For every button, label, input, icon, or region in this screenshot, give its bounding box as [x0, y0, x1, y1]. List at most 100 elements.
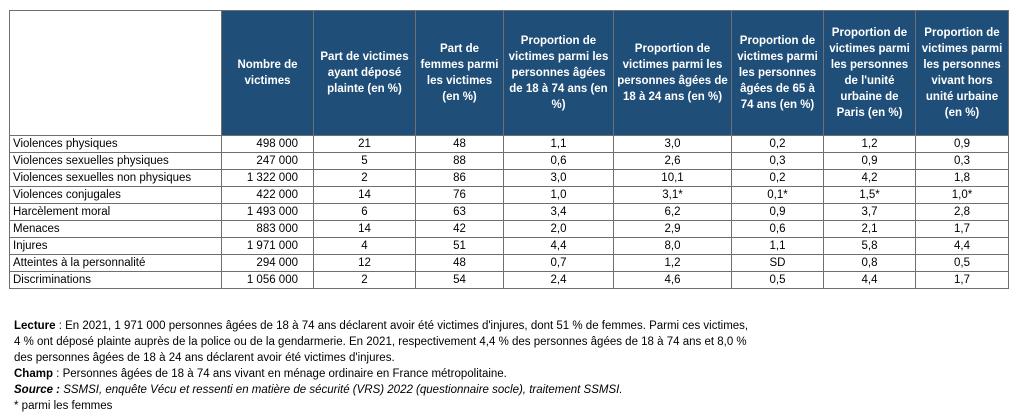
- table-cell: 1 971 000: [221, 237, 314, 255]
- column-header: Proportion de victimes parmi les personn…: [503, 10, 614, 136]
- table-cell: 14: [313, 186, 416, 204]
- table-cell: 0,7: [503, 254, 614, 272]
- table-cell: 1 493 000: [221, 203, 314, 221]
- table-cell: 4: [313, 237, 416, 255]
- table-cell: 1 322 000: [221, 169, 314, 187]
- table-cell: 2,9: [613, 220, 732, 238]
- table-cell: 1,8: [915, 169, 1009, 187]
- table-cell: 8,0: [613, 237, 732, 255]
- lecture-label: Lecture: [14, 320, 56, 332]
- table-cell: 5: [313, 152, 416, 170]
- table-cell: 63: [415, 203, 504, 221]
- row-label-cell: Harcèlement moral: [9, 203, 222, 221]
- table-cell: 1,2: [613, 254, 732, 272]
- table-cell: 4,2: [823, 169, 916, 187]
- row-label-cell: Injures: [9, 237, 222, 255]
- table-cell: 0,3: [731, 152, 824, 170]
- table-cell: SD: [731, 254, 824, 272]
- table-cell: 0,1*: [731, 186, 824, 204]
- table-cell: 498 000: [221, 135, 314, 153]
- table-header-row: Nombre de victimes Part de victimes ayant…: [9, 10, 1009, 136]
- table-cell: 51: [415, 237, 504, 255]
- table-cell: 422 000: [221, 186, 314, 204]
- table-cell: 21: [313, 135, 416, 153]
- champ-note: Champ : Personnes âgées de 18 à 74 ans v…: [14, 366, 1014, 382]
- lecture-line-2: 4 % ont déposé plainte auprès de la poli…: [14, 336, 747, 348]
- source-label: Source :: [14, 384, 61, 396]
- column-header: Proportion de victimes parmi les personn…: [613, 10, 732, 136]
- table-cell: 3,4: [503, 203, 614, 221]
- table-cell: 1,1: [503, 135, 614, 153]
- table-cell: 0,2: [731, 169, 824, 187]
- table-body: Violences physiques 498 000 21 48 1,1 3,0 0,2 1…: [9, 135, 1009, 289]
- table-cell: 0,3: [915, 152, 1009, 170]
- table-cell: 0,2: [731, 135, 824, 153]
- table-cell: 3,0: [503, 169, 614, 187]
- column-header: Proportion de victimes parmi les personn…: [823, 10, 916, 136]
- table-cell: 5,8: [823, 237, 916, 255]
- row-label-cell: Violences sexuelles non physiques: [9, 169, 222, 187]
- table-cell: 1,5*: [823, 186, 916, 204]
- row-label-cell: Atteintes à la personnalité: [9, 254, 222, 272]
- table-row: Discriminations 1 056 000 2 54 2,4 4,6 0,5 4,4 1…: [9, 271, 1009, 289]
- lecture-line-3: des personnes âgées de 18 à 24 ans décla…: [14, 352, 395, 364]
- table-cell: 12: [313, 254, 416, 272]
- table-cell: 4,4: [503, 237, 614, 255]
- table-cell: 1 056 000: [221, 271, 314, 289]
- table-cell: 0,8: [823, 254, 916, 272]
- table-cell: 2,0: [503, 220, 614, 238]
- table-cell: 0,5: [915, 254, 1009, 272]
- notes-block: Lecture : En 2021, 1 971 000 personnes â…: [14, 318, 1014, 414]
- footnote: * parmi les femmes: [14, 400, 113, 412]
- table-row: Violences conjugales 422 000 14 76 1,0 3,1* 0,…: [9, 186, 1009, 204]
- table-cell: 3,7: [823, 203, 916, 221]
- table-cell: 14: [313, 220, 416, 238]
- lecture-line-1: : En 2021, 1 971 000 personnes âgées de …: [55, 320, 749, 332]
- champ-text: : Personnes âgées de 18 à 74 ans vivant …: [52, 368, 507, 380]
- table-cell: 6: [313, 203, 416, 221]
- table-cell: 88: [415, 152, 504, 170]
- table-row: Harcèlement moral 1 493 000 6 63 3,4 6,2 0,9 3,…: [9, 203, 1009, 221]
- table-cell: 3,1*: [613, 186, 732, 204]
- table-cell: 48: [415, 135, 504, 153]
- row-label-cell: Menaces: [9, 220, 222, 238]
- table-cell: 86: [415, 169, 504, 187]
- table-cell: 2,6: [613, 152, 732, 170]
- header-corner: [9, 10, 222, 136]
- table-cell: 0,5: [731, 271, 824, 289]
- table-cell: 3,0: [613, 135, 732, 153]
- table-cell: 0,6: [503, 152, 614, 170]
- table-cell: 0,9: [915, 135, 1009, 153]
- column-header: Part de victimes ayant déposé plainte (e…: [313, 10, 416, 136]
- table-cell: 48: [415, 254, 504, 272]
- table-cell: 4,4: [823, 271, 916, 289]
- table-cell: 2,4: [503, 271, 614, 289]
- column-header: Proportion de victimes parmi les personn…: [731, 10, 824, 136]
- table-cell: 0,6: [731, 220, 824, 238]
- table-cell: 42: [415, 220, 504, 238]
- table-cell: 54: [415, 271, 504, 289]
- table-cell: 1,7: [915, 271, 1009, 289]
- source-text: SSMSI, enquête Vécu et ressenti en matiè…: [60, 384, 623, 396]
- row-label-cell: Discriminations: [9, 271, 222, 289]
- victimization-table: Nombre de victimes Part de victimes ayant…: [9, 10, 1009, 289]
- table-cell: 1,0*: [915, 186, 1009, 204]
- table-cell: 2,8: [915, 203, 1009, 221]
- column-header: Proportion de victimes parmi les personn…: [915, 10, 1009, 136]
- table-cell: 0,9: [823, 152, 916, 170]
- table-cell: 1,7: [915, 220, 1009, 238]
- table-row: Violences sexuelles non physiques 1 322 0…: [9, 169, 1009, 187]
- table-cell: 10,1: [613, 169, 732, 187]
- table-cell: 6,2: [613, 203, 732, 221]
- row-label-cell: Violences sexuelles physiques: [9, 152, 222, 170]
- table-cell: 2,1: [823, 220, 916, 238]
- source-note: Source : SSMSI, enquête Vécu et ressenti…: [14, 382, 1014, 398]
- column-header: Part de femmes parmi les victimes (en %): [415, 10, 504, 136]
- table-row: Atteintes à la personnalité 294 000 12 48 0,…: [9, 254, 1009, 272]
- row-label-cell: Violences conjugales: [9, 186, 222, 204]
- table-cell: 294 000: [221, 254, 314, 272]
- table-cell: 76: [415, 186, 504, 204]
- lecture-note: Lecture : En 2021, 1 971 000 personnes â…: [14, 318, 1014, 334]
- table-row: Injures 1 971 000 4 51 4,4 8,0 1,1 5,8 4,4: [9, 237, 1009, 255]
- champ-label: Champ: [14, 368, 53, 380]
